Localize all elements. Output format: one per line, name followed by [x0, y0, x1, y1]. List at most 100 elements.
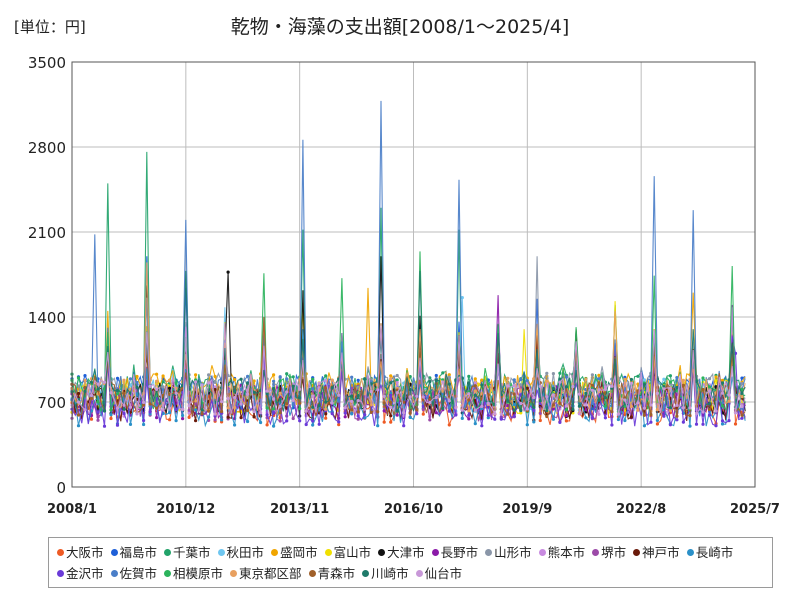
data-point [324, 374, 328, 378]
data-point [740, 395, 744, 399]
data-point [694, 411, 699, 416]
data-point [102, 409, 107, 413]
data-point [538, 411, 542, 415]
series-lines [70, 100, 746, 428]
data-point [369, 389, 373, 394]
legend-marker [633, 549, 641, 556]
data-point [428, 400, 432, 405]
data-point [382, 409, 386, 413]
data-point [161, 407, 165, 411]
data-point [564, 385, 569, 389]
data-point [181, 413, 185, 418]
data-point [688, 424, 692, 428]
data-point [213, 380, 217, 384]
data-point [168, 386, 172, 390]
data-point [434, 373, 438, 378]
data-point [675, 376, 679, 380]
data-point [525, 386, 529, 390]
data-point [291, 416, 295, 421]
data-point [311, 423, 315, 427]
data-point [720, 404, 725, 408]
plot-frame [71, 61, 756, 488]
data-point [662, 387, 666, 391]
data-point [356, 399, 360, 403]
data-point [239, 402, 243, 406]
data-point [252, 410, 256, 414]
data-point [76, 413, 81, 417]
data-point [395, 413, 399, 417]
data-point [115, 388, 120, 393]
data-point [525, 379, 529, 383]
data-point [115, 392, 120, 396]
data-point [720, 422, 725, 426]
data-point [343, 411, 347, 415]
data-point [376, 424, 380, 428]
data-point [220, 409, 224, 414]
data-point [564, 404, 569, 408]
data-point [655, 418, 660, 422]
data-point [486, 413, 490, 417]
data-point [584, 403, 588, 407]
data-point [350, 394, 354, 398]
data-point [317, 422, 321, 426]
data-point [668, 408, 673, 413]
data-point [454, 406, 458, 410]
y-tick-label: 0 [56, 479, 66, 497]
data-point [460, 296, 464, 300]
data-point [460, 376, 464, 380]
data-point [369, 380, 373, 384]
data-point [506, 384, 510, 388]
legend-label: 相模原市 [173, 566, 224, 581]
legend-label: 大阪市 [66, 545, 104, 560]
data-point [356, 414, 360, 418]
data-point [272, 386, 276, 391]
data-point [558, 401, 562, 405]
data-point [642, 424, 647, 428]
data-point [688, 414, 692, 418]
data-point [551, 386, 556, 391]
legend-marker [271, 549, 279, 556]
data-point [402, 424, 406, 428]
data-point [252, 415, 256, 419]
data-point [486, 401, 490, 405]
data-point [330, 401, 334, 405]
legend-label: 熊本市 [547, 545, 586, 560]
legend-marker [686, 549, 694, 556]
data-point [311, 387, 315, 391]
data-point [233, 406, 237, 410]
data-point [610, 410, 614, 414]
legend-label: 大津市 [387, 545, 425, 560]
data-point [467, 392, 471, 396]
data-point [675, 414, 679, 418]
data-point [571, 384, 575, 389]
data-point [597, 388, 601, 392]
data-point [135, 385, 139, 389]
data-point [467, 398, 471, 402]
data-point [285, 402, 289, 406]
data-point [155, 416, 159, 420]
x-tick-label: 2022/8 [616, 502, 666, 517]
data-point [356, 417, 360, 421]
data-point [298, 419, 302, 423]
data-point [135, 374, 139, 379]
legend-item: 大津市 [378, 542, 425, 563]
chart-title: 乾物・海藻の支出額[2008/1～2025/4] [230, 16, 570, 38]
data-point [636, 401, 640, 405]
data-point [389, 400, 393, 405]
data-point [89, 393, 94, 397]
data-point [239, 387, 243, 392]
data-point [428, 418, 432, 422]
data-point [102, 380, 107, 384]
data-point [395, 391, 399, 395]
data-point [662, 404, 666, 409]
data-point [252, 390, 256, 394]
data-point [610, 384, 614, 388]
legend-marker [378, 549, 386, 556]
data-point [727, 393, 731, 397]
data-point [278, 375, 282, 379]
legend-label: 青森市 [317, 566, 356, 581]
data-point [148, 410, 152, 414]
data-point [447, 399, 451, 403]
data-point [441, 406, 445, 410]
data-point [551, 372, 556, 376]
